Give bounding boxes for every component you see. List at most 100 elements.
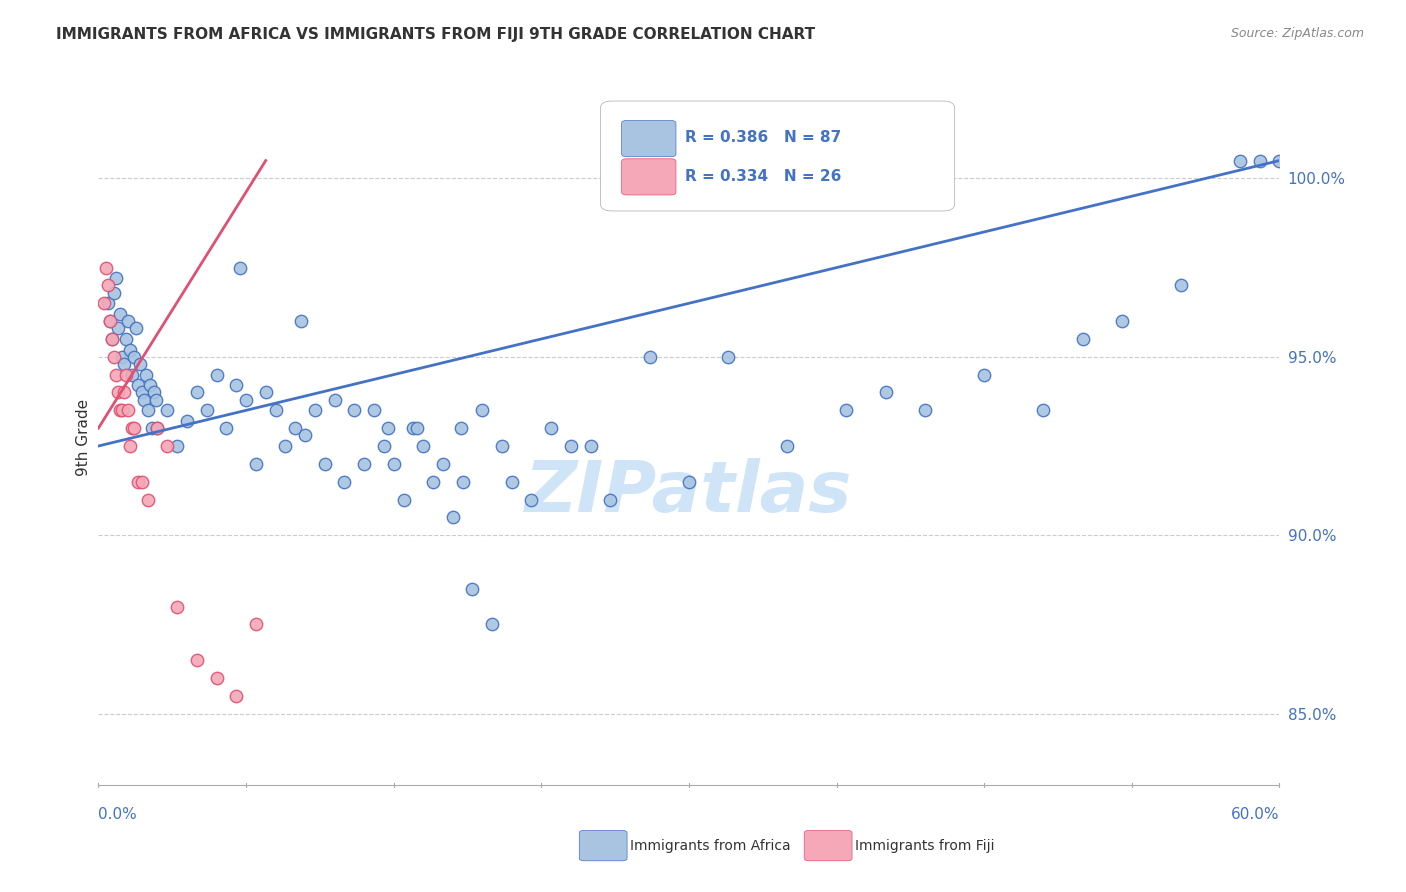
Point <box>776 439 799 453</box>
Point <box>142 385 165 400</box>
Point <box>560 439 582 453</box>
Point <box>156 403 179 417</box>
Point <box>422 475 444 489</box>
Point <box>97 296 120 310</box>
Point <box>382 457 405 471</box>
Point <box>115 368 138 382</box>
FancyBboxPatch shape <box>621 120 676 157</box>
Point <box>432 457 454 471</box>
Point <box>111 350 134 364</box>
Point <box>107 385 129 400</box>
Point <box>93 296 115 310</box>
Point <box>138 378 160 392</box>
Text: Source: ZipAtlas.com: Source: ZipAtlas.com <box>1230 27 1364 40</box>
Point <box>225 378 247 392</box>
Point <box>304 403 326 417</box>
Point <box>117 314 139 328</box>
Point <box>107 321 129 335</box>
Point <box>125 321 148 335</box>
Point <box>1268 153 1291 168</box>
Point <box>392 492 415 507</box>
Point <box>146 421 169 435</box>
Point <box>96 260 118 275</box>
Point <box>599 492 621 507</box>
Point <box>117 403 139 417</box>
Point <box>274 439 297 453</box>
Point <box>1249 153 1271 168</box>
Point <box>145 392 167 407</box>
Point <box>290 314 312 328</box>
Point <box>245 617 267 632</box>
Point <box>121 368 143 382</box>
Point <box>146 421 169 435</box>
Point <box>98 314 121 328</box>
Point <box>111 403 134 417</box>
Point <box>112 357 135 371</box>
Point <box>314 457 336 471</box>
Point <box>186 653 208 667</box>
Point <box>98 314 121 328</box>
Point <box>875 385 897 400</box>
Point <box>122 421 145 435</box>
Text: R = 0.334   N = 26: R = 0.334 N = 26 <box>685 169 842 184</box>
Point <box>1229 153 1251 168</box>
Point <box>638 350 661 364</box>
Point <box>127 475 149 489</box>
Point <box>451 475 474 489</box>
Point <box>105 271 128 285</box>
Point <box>131 385 153 400</box>
Point <box>186 385 208 400</box>
FancyBboxPatch shape <box>600 101 955 211</box>
Point <box>540 421 562 435</box>
Text: 0.0%: 0.0% <box>98 807 138 822</box>
Point <box>136 403 159 417</box>
Point <box>176 414 198 428</box>
Point <box>166 599 188 614</box>
Point <box>520 492 543 507</box>
Point <box>450 421 472 435</box>
Point <box>914 403 936 417</box>
Point <box>112 385 135 400</box>
Text: Immigrants from Africa: Immigrants from Africa <box>630 838 790 853</box>
Point <box>135 368 157 382</box>
Point <box>481 617 503 632</box>
Point <box>205 671 228 685</box>
Point <box>412 439 434 453</box>
Point <box>131 475 153 489</box>
Y-axis label: 9th Grade: 9th Grade <box>76 399 91 475</box>
Point <box>115 332 138 346</box>
Point <box>127 378 149 392</box>
Text: 60.0%: 60.0% <box>1232 807 1279 822</box>
Point <box>717 350 740 364</box>
Point <box>294 428 316 442</box>
Point <box>377 421 399 435</box>
Point <box>118 343 141 357</box>
Point <box>156 439 179 453</box>
Point <box>136 492 159 507</box>
Point <box>101 332 124 346</box>
Point <box>471 403 494 417</box>
Point <box>128 357 150 371</box>
Point <box>363 403 385 417</box>
Point <box>101 332 124 346</box>
Point <box>121 421 143 435</box>
Text: IMMIGRANTS FROM AFRICA VS IMMIGRANTS FROM FIJI 9TH GRADE CORRELATION CHART: IMMIGRANTS FROM AFRICA VS IMMIGRANTS FRO… <box>56 27 815 42</box>
Point <box>108 403 131 417</box>
Point <box>118 439 141 453</box>
Point <box>1071 332 1094 346</box>
Point <box>254 385 277 400</box>
Point <box>195 403 218 417</box>
Point <box>491 439 513 453</box>
Point <box>103 350 125 364</box>
Point <box>835 403 858 417</box>
Point <box>353 457 375 471</box>
Point <box>678 475 700 489</box>
Point <box>323 392 346 407</box>
Point <box>333 475 356 489</box>
Point <box>579 439 602 453</box>
FancyBboxPatch shape <box>621 159 676 195</box>
Point <box>103 285 125 300</box>
Point <box>402 421 425 435</box>
Point <box>105 368 128 382</box>
Point <box>122 350 145 364</box>
